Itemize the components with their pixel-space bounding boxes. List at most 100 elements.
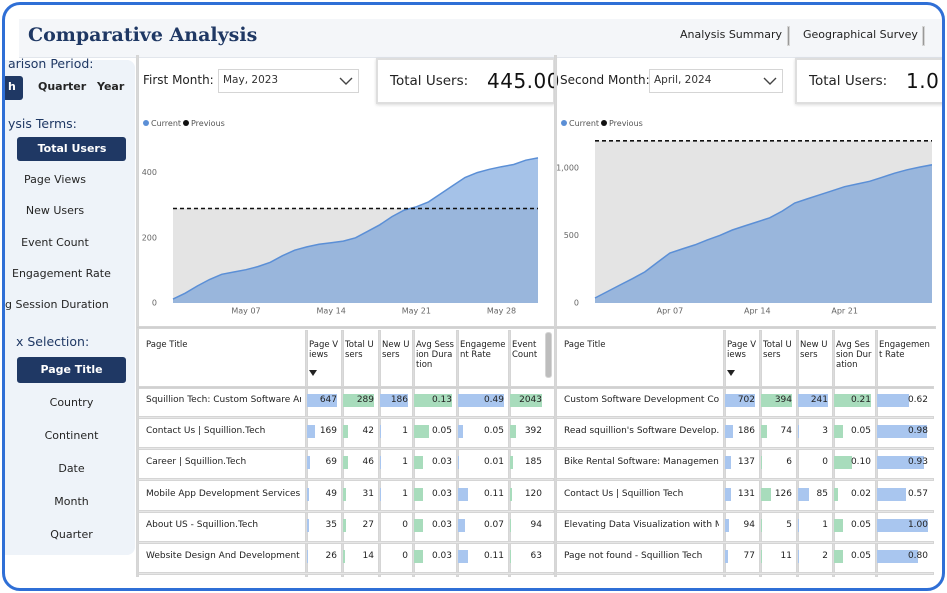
data-bar bbox=[307, 487, 310, 501]
column-separator bbox=[759, 330, 762, 577]
x-tick-label: May 28 bbox=[487, 307, 516, 316]
total-label: Total Users: bbox=[390, 73, 469, 89]
cell-value: 289 bbox=[356, 395, 374, 405]
y-tick-label: 200 bbox=[142, 233, 157, 242]
header-rule bbox=[556, 386, 934, 389]
month-dropdown[interactable] bbox=[649, 69, 783, 93]
data-bar bbox=[380, 394, 408, 407]
cell-value: 85 bbox=[816, 488, 828, 499]
total-box bbox=[795, 58, 942, 104]
term-button[interactable]: Event Count bbox=[21, 235, 89, 249]
data-bar bbox=[414, 456, 423, 470]
data-bar bbox=[458, 394, 504, 407]
panel-divider bbox=[136, 55, 139, 577]
selected-button bbox=[17, 137, 126, 161]
cell-value: 26 bbox=[325, 551, 337, 561]
cell-value: 0.80 bbox=[907, 551, 928, 561]
period-button[interactable]: Year bbox=[97, 80, 125, 93]
cell-value: 0.03 bbox=[431, 488, 452, 499]
data-bar bbox=[343, 487, 347, 501]
page-title-cell: Squillion Tech: Custom Software An... bbox=[146, 395, 301, 405]
data-bar bbox=[761, 487, 771, 501]
month-dropdown[interactable] bbox=[218, 69, 359, 93]
period-button[interactable]: h bbox=[8, 80, 16, 93]
selection-button[interactable]: Month bbox=[54, 495, 89, 508]
term-button[interactable]: Engagement Rate bbox=[12, 266, 111, 280]
column-header: New Users bbox=[800, 340, 828, 360]
data-bar bbox=[343, 518, 346, 532]
selection-button[interactable]: Country bbox=[49, 396, 94, 409]
cell-value: 0.11 bbox=[483, 551, 504, 561]
x-tick-label: Apr 07 bbox=[657, 307, 684, 316]
data-bar bbox=[307, 518, 309, 532]
data-bar bbox=[343, 550, 345, 563]
cell-value: 392 bbox=[524, 426, 542, 437]
cell-value: 77 bbox=[743, 551, 755, 561]
term-button[interactable]: Total Users bbox=[37, 142, 107, 155]
total-value: 445.00 bbox=[487, 69, 560, 93]
cell-value: 0.11 bbox=[483, 488, 504, 499]
cell-value: 63 bbox=[530, 551, 542, 561]
selection-button[interactable]: Quarter bbox=[50, 528, 93, 541]
data-bar bbox=[834, 394, 871, 407]
cell-value: 0.03 bbox=[431, 519, 452, 530]
term-button[interactable]: Page Views bbox=[24, 173, 86, 187]
cell-value: 2043 bbox=[519, 395, 542, 405]
cell-value: 1 bbox=[402, 457, 408, 468]
cell-value: 0.01 bbox=[483, 457, 504, 468]
nav-link[interactable]: Geographical Survey bbox=[803, 28, 918, 41]
data-bar bbox=[510, 425, 517, 439]
nav-link[interactable]: Analysis Summary bbox=[680, 28, 782, 41]
data-bar bbox=[725, 550, 729, 563]
cell-value: 35 bbox=[325, 519, 337, 530]
data-bar bbox=[510, 456, 513, 470]
y-tick-label: 400 bbox=[142, 168, 157, 177]
data-bar bbox=[834, 425, 843, 439]
legend-label: Previous bbox=[191, 119, 225, 128]
cell-value: 0.10 bbox=[850, 457, 871, 468]
selection-button[interactable]: Continent bbox=[44, 429, 99, 442]
total-value: 1.0 bbox=[906, 69, 940, 93]
page-title-cell: Custom Software Development Co... bbox=[564, 395, 719, 405]
row-rule bbox=[138, 509, 554, 513]
column-separator bbox=[832, 330, 835, 577]
data-bar bbox=[510, 487, 512, 501]
cell-value: 0.03 bbox=[431, 551, 452, 561]
page-title-cell: Mobile App Development Services |... bbox=[146, 488, 301, 499]
cell-value: 131 bbox=[737, 488, 755, 499]
data-bar bbox=[458, 518, 465, 532]
x-tick-label: May 21 bbox=[402, 307, 431, 316]
cell-value: 0.02 bbox=[850, 488, 871, 499]
cell-value: 0.05 bbox=[431, 426, 452, 437]
y-tick-label: 1,000 bbox=[556, 163, 579, 172]
data-bar bbox=[343, 394, 374, 407]
page-title-cell: Contact Us | Squillion.Tech bbox=[146, 426, 266, 437]
cell-value: 0 bbox=[402, 551, 408, 561]
cell-value: 0.21 bbox=[850, 395, 871, 405]
cell-value: 186 bbox=[737, 426, 755, 437]
data-bar bbox=[877, 518, 928, 532]
term-button[interactable]: New Users bbox=[25, 204, 85, 218]
y-tick-label: 0 bbox=[152, 299, 157, 308]
row-rule bbox=[556, 478, 934, 482]
selection-label: x Selection: bbox=[16, 334, 90, 349]
data-bar bbox=[725, 518, 730, 532]
cell-value: 0.07 bbox=[483, 519, 504, 530]
row-rule bbox=[138, 540, 554, 544]
x-tick-label: May 14 bbox=[317, 307, 346, 316]
x-tick-label: May 07 bbox=[231, 307, 260, 316]
selection-button[interactable]: Page Title bbox=[40, 363, 103, 376]
current-line bbox=[172, 157, 539, 300]
cell-value: 186 bbox=[390, 395, 408, 405]
cell-value: 0.03 bbox=[431, 457, 452, 468]
table-top-border bbox=[136, 326, 556, 329]
data-bar bbox=[834, 487, 838, 501]
data-bar bbox=[307, 550, 309, 563]
legend-label: Current bbox=[151, 119, 181, 128]
period-button[interactable]: Quarter bbox=[38, 80, 87, 93]
column-separator bbox=[723, 330, 726, 577]
term-button[interactable]: g Session Duration bbox=[5, 298, 109, 311]
scrollbar bbox=[545, 332, 552, 378]
header-rule bbox=[138, 386, 554, 389]
selection-button[interactable]: Date bbox=[58, 462, 85, 475]
